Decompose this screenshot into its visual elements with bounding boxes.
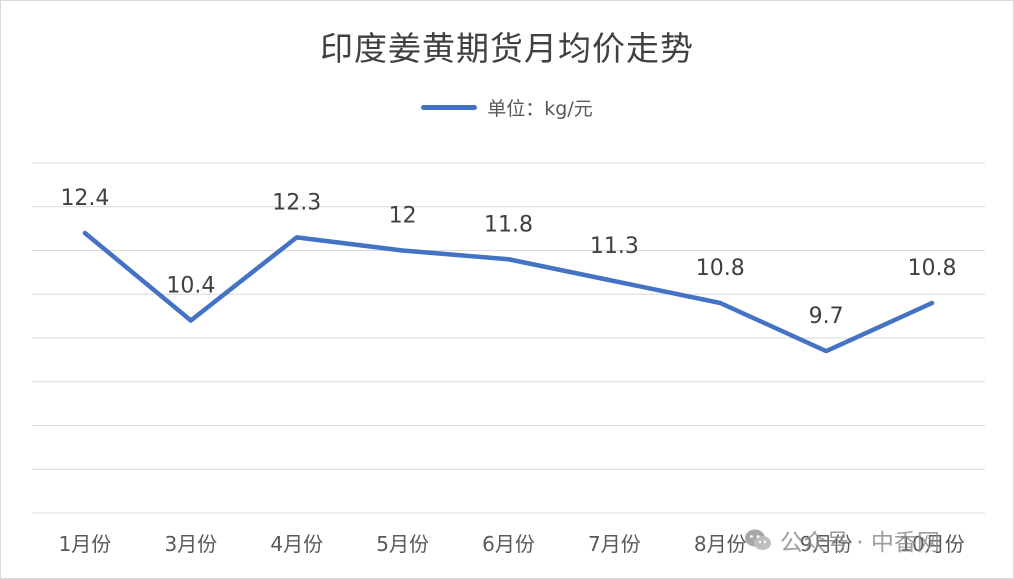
x-tick-label: 1月份 — [59, 532, 112, 556]
watermark-text: 公众号 · 中香网 — [780, 530, 940, 556]
data-label: 10.8 — [908, 256, 957, 281]
legend-swatch — [421, 105, 478, 110]
gridlines — [32, 162, 985, 514]
x-tick-label: 10月份 — [899, 532, 964, 556]
legend-label: 单位：kg/元 — [487, 98, 593, 120]
data-label: 10.8 — [696, 256, 745, 281]
data-label: 12.4 — [60, 186, 109, 211]
watermark: 公众号 · 中香网 — [744, 523, 940, 557]
legend: 单位：kg/元 — [0, 94, 1014, 121]
data-label: 9.7 — [809, 304, 844, 329]
x-tick-label: 8月份 — [694, 532, 747, 556]
x-tick-label: 7月份 — [588, 532, 641, 556]
x-tick-label: 5月份 — [376, 532, 429, 556]
x-tick-label: 9月份 — [800, 532, 853, 556]
chart-title: 印度姜黄期货月均价走势 — [320, 29, 694, 68]
x-axis-tick-labels: 1月份 3月份 4月份 5月份 6月份 7月份 8月份 9月份 10月份 — [59, 532, 965, 556]
x-tick-label: 4月份 — [270, 532, 323, 556]
x-tick-label: 6月份 — [482, 532, 535, 556]
data-label: 10.4 — [166, 274, 215, 299]
data-label: 11.3 — [590, 234, 639, 259]
data-label: 12.3 — [272, 190, 321, 215]
series-group — [82, 230, 935, 354]
wechat-icon — [745, 529, 771, 550]
x-tick-label: 3月份 — [164, 532, 217, 556]
data-label: 11.8 — [484, 212, 533, 237]
data-label: 12 — [389, 204, 417, 229]
data-labels: 12.4 10.4 12.3 12 11.8 11.3 10.8 9.7 10.8 — [60, 186, 956, 329]
